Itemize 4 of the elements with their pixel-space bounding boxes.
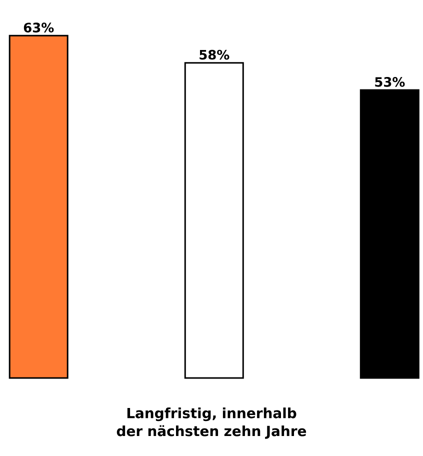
data-label: 63% [24, 22, 54, 32]
data-label: 58% [200, 50, 230, 60]
data-label: 53% [375, 77, 405, 87]
x-axis-title: Langfristig, innerhalb der nächsten zehn Jahre [116, 408, 306, 439]
